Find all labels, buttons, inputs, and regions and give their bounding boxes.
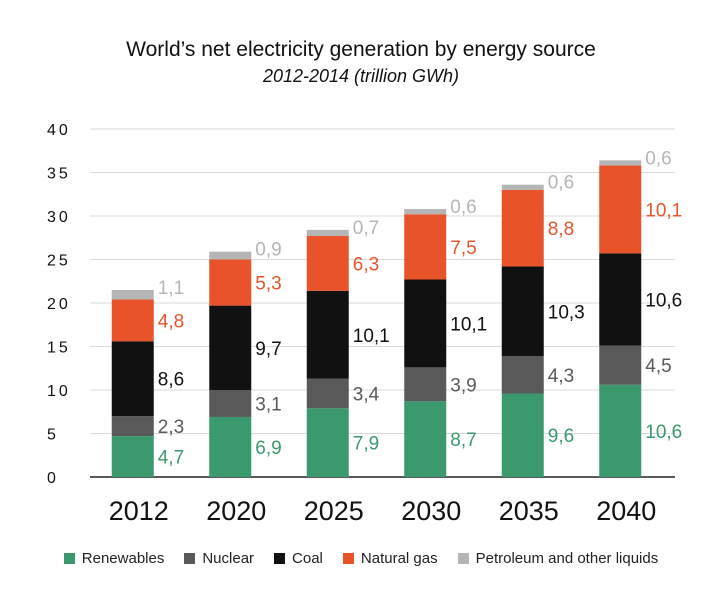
y-tick-label: 0	[47, 470, 59, 487]
data-label: 10,1	[450, 314, 487, 335]
bar-segment-nuclear	[209, 390, 252, 417]
legend-swatch	[342, 553, 354, 564]
bar-segment-natural-gas	[209, 259, 252, 306]
data-label: 10,6	[645, 422, 682, 443]
bar-segment-petroleum-and-other-liquids	[209, 251, 252, 260]
data-label: 10,1	[353, 326, 390, 347]
data-label: 2,3	[158, 417, 184, 438]
x-tick-label: 2012	[109, 496, 169, 526]
legend-item: Renewables	[63, 550, 165, 567]
data-label: 6,3	[353, 254, 379, 275]
bar-segment-renewables	[209, 416, 252, 477]
data-label: 6,9	[255, 438, 281, 459]
y-tick-label: 35	[47, 166, 71, 183]
bar-segment-renewables	[404, 401, 447, 477]
bar-segment-natural-gas	[111, 299, 154, 342]
y-tick-label: 25	[47, 253, 71, 270]
x-tick-label: 2030	[401, 496, 461, 526]
bar-segment-nuclear	[111, 416, 154, 437]
bar-segment-coal	[404, 279, 447, 368]
legend-label: Natural gas	[360, 550, 438, 567]
legend-label: Nuclear	[202, 550, 255, 567]
data-label: 8,8	[548, 219, 574, 240]
legend-item: Natural gas	[342, 550, 438, 567]
data-label: 0,9	[255, 240, 281, 261]
chart-subtitle: 2012-2014 (trillion GWh)	[262, 66, 460, 86]
legend-swatch	[457, 553, 469, 564]
bar-segment-nuclear	[599, 345, 642, 385]
data-label: 4,7	[158, 448, 184, 469]
legend-item: Coal	[274, 550, 323, 567]
data-label: 7,9	[353, 434, 379, 455]
legend-swatch	[63, 553, 75, 564]
data-label: 7,5	[450, 238, 476, 259]
data-label: 4,8	[158, 311, 184, 332]
data-label: 10,6	[645, 291, 682, 312]
data-label: 3,9	[450, 375, 476, 396]
x-tick-label: 2035	[499, 496, 559, 526]
data-label: 5,3	[255, 274, 281, 295]
bar-segment-natural-gas	[404, 214, 447, 280]
data-label: 0,6	[450, 197, 476, 218]
bar-segment-renewables	[599, 384, 642, 477]
legend-item: Petroleum and other liquids	[457, 550, 659, 567]
legend-swatch	[184, 553, 196, 564]
legend-swatch	[274, 553, 286, 564]
bar-segment-petroleum-and-other-liquids	[501, 184, 544, 190]
data-label: 10,3	[548, 302, 585, 323]
data-label: 9,6	[548, 426, 574, 447]
data-label: 4,5	[645, 356, 671, 377]
data-label: 0,6	[645, 148, 671, 169]
data-label: 4,3	[548, 366, 574, 387]
bar-segment-nuclear	[501, 356, 544, 394]
bar-segment-renewables	[111, 436, 154, 477]
data-label: 9,7	[255, 339, 281, 360]
bar-segment-coal	[209, 305, 252, 390]
bar-segment-coal	[306, 290, 349, 379]
bar-segment-renewables	[501, 393, 544, 477]
data-label: 8,6	[158, 370, 184, 391]
bar-segment-natural-gas	[306, 236, 349, 291]
y-tick-label: 5	[47, 427, 59, 444]
data-label: 1,1	[158, 278, 184, 299]
bar-segment-petroleum-and-other-liquids	[111, 289, 154, 300]
legend-label: Renewables	[81, 550, 165, 567]
data-label: 10,1	[645, 200, 682, 221]
data-label: 3,4	[353, 384, 380, 405]
x-tick-label: 2025	[304, 496, 364, 526]
chart-legend: Renewables Nuclear Coal Natural gas Petroleu…	[0, 550, 722, 567]
y-tick-label: 30	[47, 209, 71, 226]
bar-segment-natural-gas	[501, 189, 544, 267]
bar-segment-petroleum-and-other-liquids	[404, 209, 447, 215]
bar-segment-coal	[501, 266, 544, 357]
bar-segment-nuclear	[306, 378, 349, 409]
bar-segment-renewables	[306, 408, 349, 477]
data-label: 0,6	[548, 173, 574, 194]
x-tick-label: 2020	[206, 496, 266, 526]
data-label: 3,1	[255, 394, 281, 415]
data-label: 0,7	[353, 218, 379, 239]
legend-label: Petroleum and other liquids	[475, 550, 659, 567]
y-tick-label: 40	[47, 122, 71, 139]
y-tick-label: 15	[47, 340, 71, 357]
bar-segment-coal	[111, 341, 154, 417]
bar-segment-nuclear	[404, 367, 447, 402]
x-tick-label: 2040	[596, 496, 656, 526]
bar-segment-petroleum-and-other-liquids	[599, 160, 642, 166]
legend-item: Nuclear	[184, 550, 254, 567]
bar-segment-coal	[599, 253, 642, 346]
data-label: 8,7	[450, 430, 476, 451]
y-tick-label: 10	[47, 383, 71, 400]
chart-title: World’s net electricity generation by en…	[126, 38, 596, 61]
bar-segment-natural-gas	[599, 165, 642, 254]
y-tick-label: 20	[47, 296, 71, 313]
bar-segment-petroleum-and-other-liquids	[306, 229, 349, 237]
legend-label: Coal	[292, 550, 323, 567]
